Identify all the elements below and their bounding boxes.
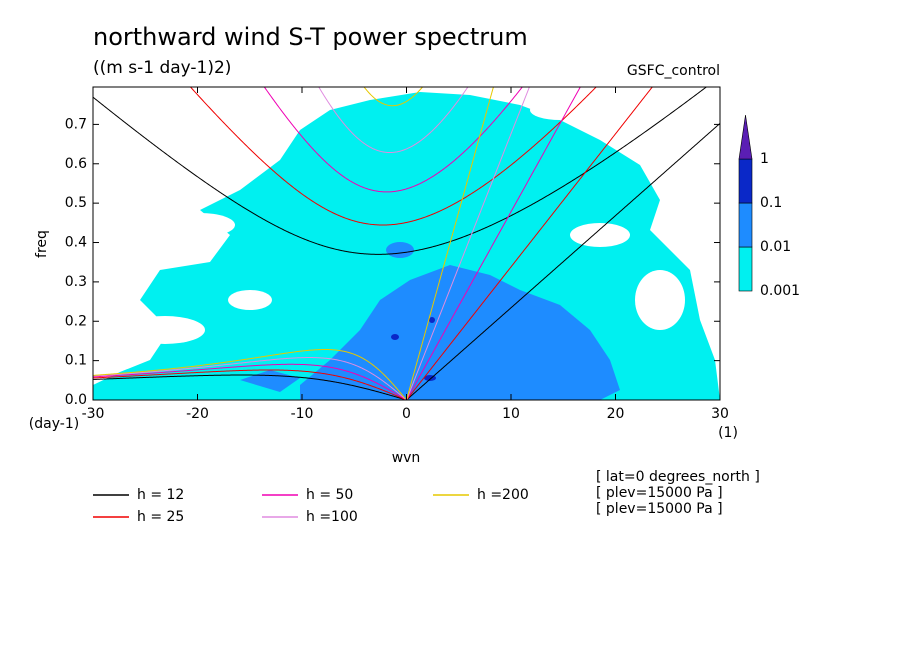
kelvin-curve: [406, 87, 653, 400]
rossby-curve: [93, 369, 406, 400]
y-tick-label: 0.4: [65, 235, 87, 251]
y-tick-label: 0.1: [65, 353, 87, 369]
contour-gap: [125, 316, 205, 344]
contour-gap: [680, 100, 720, 180]
rossby-curve: [93, 363, 406, 400]
x-tick-label: -10: [291, 406, 314, 422]
y-tick-label: 0.6: [65, 156, 87, 172]
x-tick-label: 10: [502, 406, 520, 422]
ig-curve: [263, 87, 523, 193]
ig-curve: [189, 87, 597, 226]
legend-label: h = 25: [137, 509, 184, 525]
colorbar-swatch: [738, 158, 753, 204]
contour-gap: [635, 270, 685, 330]
ig-curve: [93, 87, 708, 255]
contour-gap: [570, 223, 630, 247]
dispersion-curves: [93, 87, 720, 400]
colorbar-label: 0.001: [760, 283, 800, 299]
y-unit: (day-1): [29, 416, 79, 432]
legend-label: h = 12: [137, 487, 184, 503]
y-tick-label: 0.7: [65, 116, 87, 132]
x-unit: (1): [718, 425, 738, 441]
y-tick-label: 0.5: [65, 195, 87, 211]
y-tick-label: 0.0: [65, 392, 87, 408]
x-axis-label: wvn: [392, 450, 421, 466]
y-tick-label: 0.3: [65, 274, 87, 290]
x-tick-label: 20: [607, 406, 625, 422]
x-tick-label: -30: [82, 406, 105, 422]
note: [ plev=15000 Pa ]: [596, 485, 723, 501]
legend-label: h =100: [306, 509, 358, 525]
x-tick-label: 30: [711, 406, 729, 422]
colorbar-swatch: [738, 202, 753, 248]
legend-label: h = 50: [306, 487, 353, 503]
contour-fills: [93, 92, 720, 400]
contour-fill: [386, 242, 414, 258]
contour-gap: [260, 98, 320, 122]
rossby-curve: [93, 374, 406, 400]
run-label: GSFC_control: [627, 63, 720, 79]
ig-curve: [363, 87, 424, 107]
legend-label: h =200: [477, 487, 529, 503]
colorbar-label: 1: [760, 151, 769, 167]
colorbar-swatch: [738, 246, 753, 292]
kelvin-curve: [406, 123, 720, 400]
colorbar-triangle: [738, 114, 753, 160]
x-tick-label: 0: [402, 406, 411, 422]
rossby-curve: [93, 357, 406, 400]
contour-fill: [391, 334, 399, 340]
y-tick-label: 0.2: [65, 313, 87, 329]
kelvin-curve: [406, 87, 530, 400]
note: [ plev=15000 Pa ]: [596, 501, 723, 517]
kelvin-curve: [406, 87, 581, 400]
contour-gap: [530, 100, 590, 120]
contour-fill: [429, 317, 435, 323]
contour-gap: [228, 290, 272, 310]
contour-gap: [110, 105, 190, 155]
y-axis-label: freq: [34, 230, 50, 258]
contour-gap: [165, 213, 235, 237]
colorbar-label: 0.1: [760, 195, 782, 211]
chart-subtitle: ((m s-1 day-1)2): [93, 58, 231, 78]
x-tick-label: -20: [186, 406, 209, 422]
kelvin-curve: [406, 87, 494, 400]
note: [ lat=0 degrees_north ]: [596, 469, 760, 485]
colorbar-label: 0.01: [760, 239, 791, 255]
rossby-curve: [93, 349, 406, 400]
ig-curve: [318, 87, 469, 154]
chart-title: northward wind S-T power spectrum: [93, 23, 528, 51]
